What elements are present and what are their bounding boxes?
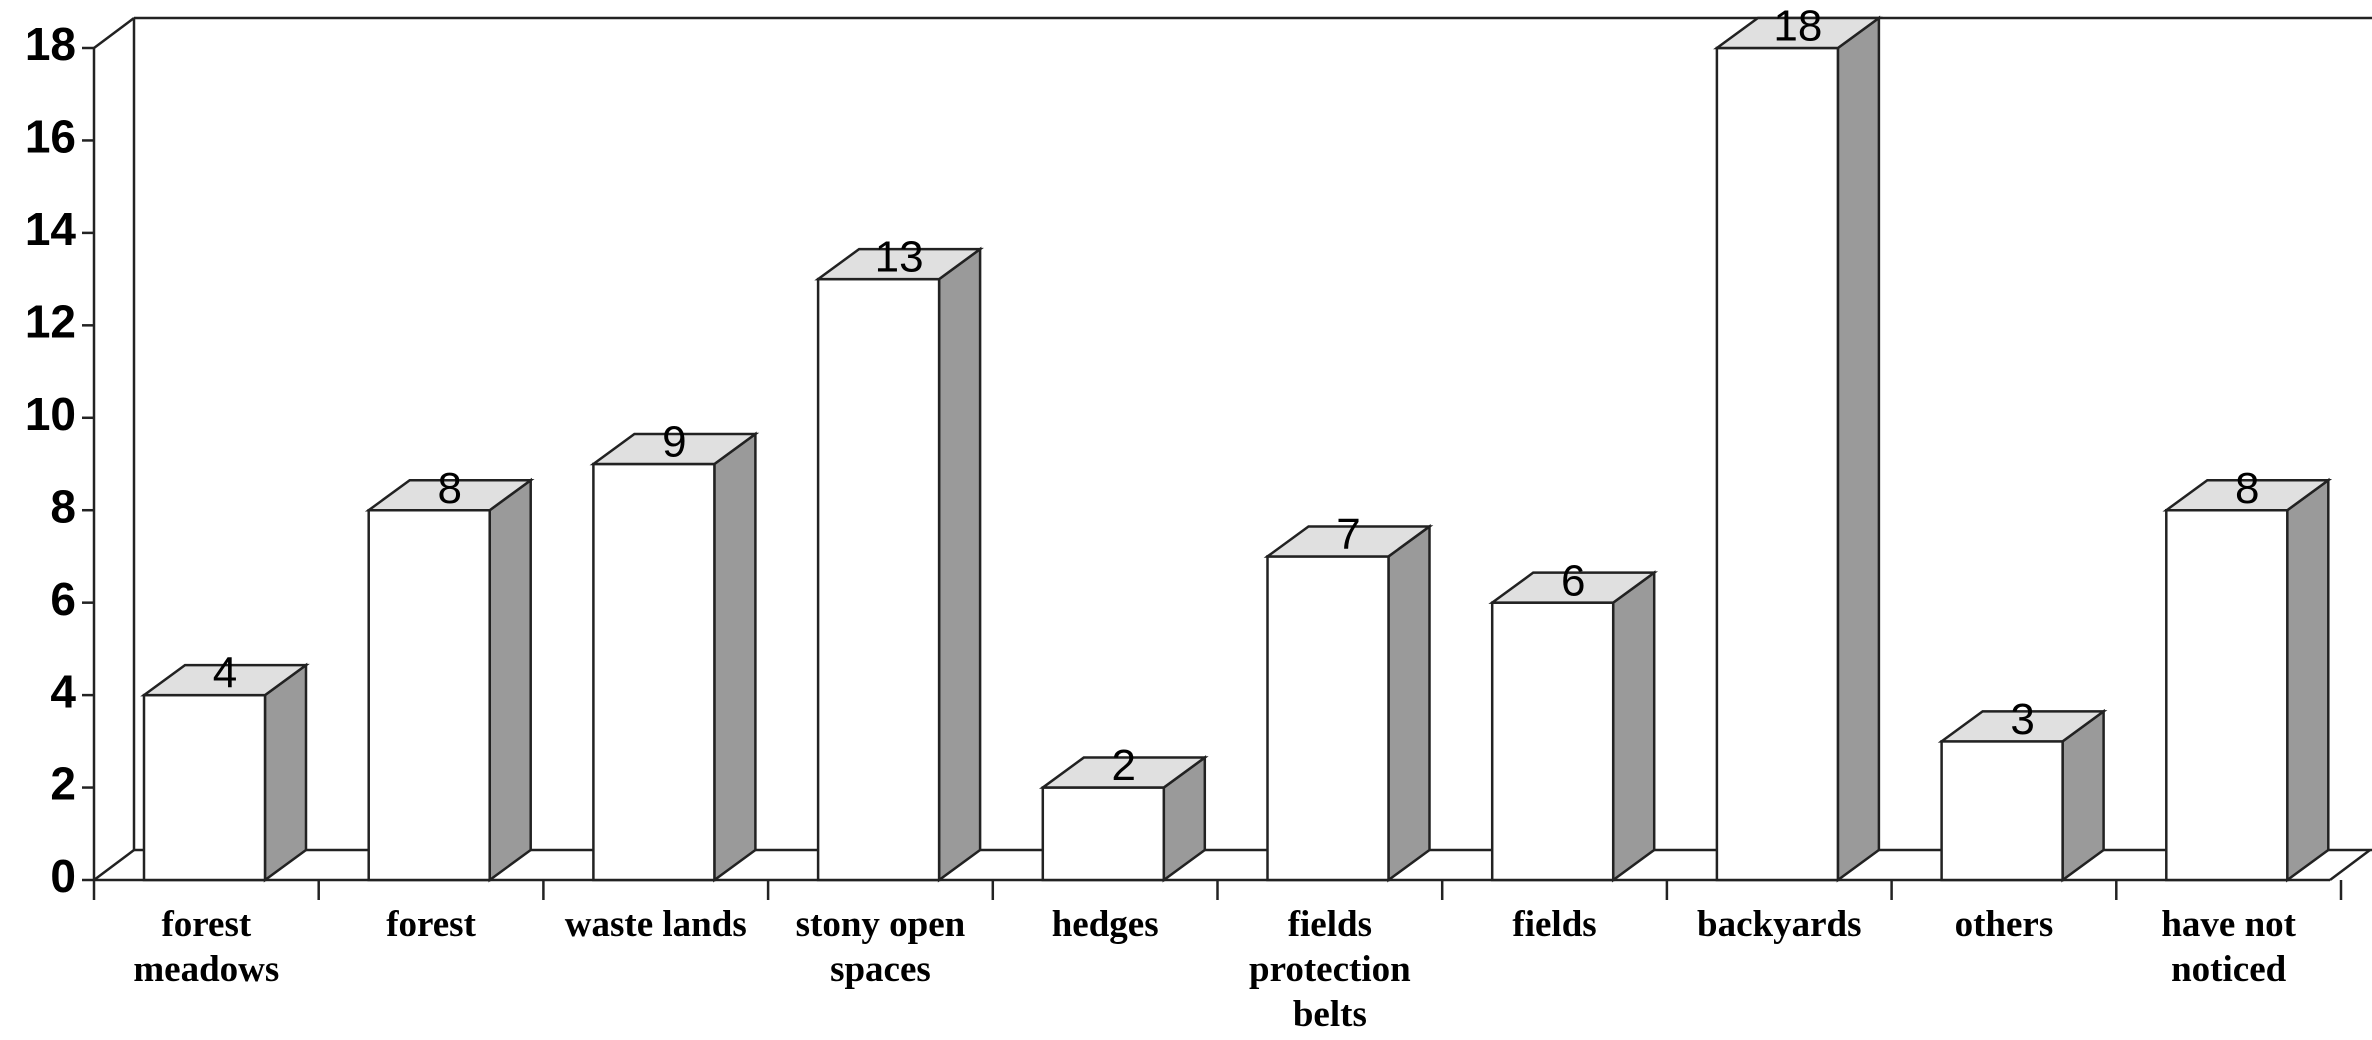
y-tick-label: 0: [50, 850, 76, 902]
bar-side: [713, 431, 757, 883]
bar: [816, 277, 941, 882]
y-axis-top: [93, 17, 135, 49]
x-tick-label-line: hedges: [1052, 904, 1159, 945]
bar-side: [937, 246, 982, 883]
x-tick-label: hedges: [1052, 904, 1159, 945]
bar: [1266, 555, 1390, 882]
x-tick-label-line: forest: [161, 904, 251, 945]
bar-top: [814, 247, 984, 281]
x-tick-label-line: stony open: [796, 904, 966, 945]
bar-top: [589, 432, 760, 466]
data-label: 6: [1561, 556, 1585, 605]
x-tick-label-line: fields: [1288, 904, 1372, 945]
x-tick-label: others: [1955, 904, 2054, 945]
bar: [1940, 740, 2064, 882]
y-tick-label: 14: [25, 203, 77, 255]
x-tick-label: backyards: [1697, 904, 1861, 945]
x-tick-label: fields protection belts: [1249, 904, 1411, 1035]
y-tick-label: 8: [50, 480, 76, 532]
y-tick-label: 6: [50, 573, 76, 625]
y-tick-label: 10: [25, 388, 76, 440]
x-tick-label-line: others: [1955, 904, 2054, 945]
data-label: 8: [437, 464, 461, 513]
x-tick-label: fields: [1512, 904, 1596, 945]
bar-side: [1387, 523, 1431, 883]
data-label: 18: [1773, 2, 1822, 51]
bar-side: [263, 662, 308, 883]
floor-right: [2329, 849, 2371, 881]
bar: [1490, 601, 1615, 882]
data-label: 3: [2010, 695, 2034, 744]
x-tick-label-line: forest: [386, 904, 476, 945]
y-tick-label: 12: [25, 295, 76, 347]
data-label: 7: [1336, 510, 1360, 559]
x-tick-label-line: meadows: [133, 949, 279, 990]
y-tick-label: 16: [25, 111, 76, 163]
bar: [1041, 786, 1166, 882]
bar: [2165, 508, 2289, 882]
bar-top: [1488, 571, 1659, 604]
x-tick-label-line: have not: [2161, 904, 2296, 945]
data-label: 4: [213, 649, 237, 698]
bar-side: [1836, 15, 1881, 883]
bar: [142, 693, 267, 882]
floor-left: [93, 849, 135, 881]
x-tick-label-line: waste lands: [565, 904, 747, 945]
x-tick-label: forest: [386, 904, 476, 945]
y-tick-label: 4: [50, 665, 76, 717]
y-tick-label: 2: [50, 758, 76, 810]
x-tick-label-line: belts: [1293, 994, 1367, 1035]
y-tick-label: 18: [25, 18, 76, 70]
bar-side: [488, 477, 532, 883]
x-tick-label-line: noticed: [2171, 949, 2287, 990]
bar-top: [140, 663, 310, 697]
bar-top: [364, 478, 535, 512]
bar: [1715, 46, 1840, 882]
x-tick-label-line: fields: [1512, 904, 1596, 945]
data-label: 2: [1112, 741, 1136, 790]
x-tick-label-line: backyards: [1697, 904, 1861, 945]
bar: [592, 462, 716, 882]
x-tick-label: forest meadows: [133, 904, 279, 990]
bar-top: [1263, 525, 1434, 558]
data-label: 13: [875, 233, 924, 282]
bar: [367, 508, 491, 882]
bar-top: [2162, 478, 2333, 512]
bar-top: [1038, 756, 1209, 789]
data-label: 9: [662, 418, 686, 467]
data-label: 8: [2235, 464, 2259, 513]
x-tick-label: have not noticed: [2161, 904, 2296, 990]
x-tick-label: stony open spaces: [796, 904, 966, 990]
x-tick-label-line: spaces: [830, 949, 931, 990]
x-tick-label-line: protection: [1249, 949, 1411, 990]
x-tick-label: waste lands: [565, 904, 747, 945]
bar-top: [1713, 16, 1883, 50]
bar-top: [1937, 710, 2108, 743]
bar-side: [2286, 477, 2330, 883]
bar-side: [1611, 570, 1656, 883]
